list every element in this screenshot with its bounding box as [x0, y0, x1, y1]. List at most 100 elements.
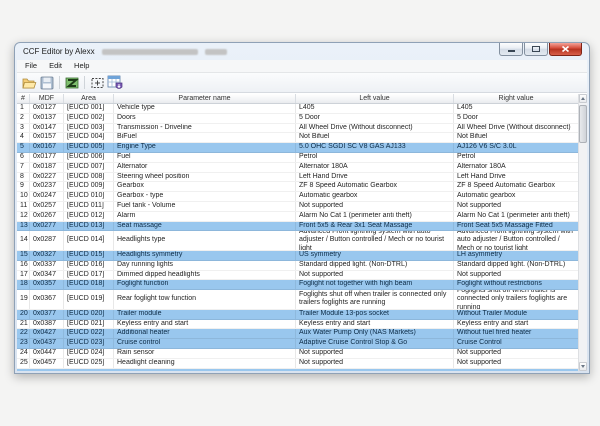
table-row[interactable]: 9 0x0237 [EUCD 009] Gearbox ZF 8 Speed Autom…	[17, 182, 578, 193]
column-header-mdf[interactable]: MDF	[30, 94, 64, 103]
table-row[interactable]: 13 0x0277 [EUCD 013] Seat massage Front 5x5 …	[17, 221, 578, 232]
table-row[interactable]: 21 0x0387 [EUCD 021] Keyless entry and star…	[17, 319, 578, 330]
cell-mdf: 0x0367	[30, 290, 64, 309]
open-file-button[interactable]	[20, 74, 38, 91]
parameter-table: # MDF Area Parameter name Left value Rig…	[17, 94, 587, 371]
table-row[interactable]: 5 0x0167 [EUCD 005] Engine Type 5.0 OHC SGDI…	[17, 143, 578, 153]
cell-right: Left Hand Drive	[457, 172, 506, 180]
ccf-table-button[interactable]	[106, 74, 124, 91]
cell-param: Trailer module	[114, 309, 296, 319]
column-header-area[interactable]: Area	[64, 94, 114, 103]
cell-param: Rain sensor	[114, 348, 296, 358]
window-title: CCF Editor by Alexx	[23, 47, 95, 56]
cell-num: 13	[17, 221, 30, 231]
menu-help[interactable]: Help	[74, 61, 90, 70]
cell-area: [EUCD 005]	[64, 143, 114, 152]
cell-param: Day running lights	[114, 260, 296, 270]
table-row[interactable]: 22 0x0427 [EUCD 022] Additional heater Aux W…	[17, 329, 578, 340]
cell-right: Keyless entry and start	[457, 319, 529, 327]
cell-num: 19	[17, 290, 30, 309]
table-row[interactable]: 1 0x0127 [EUCD 001] Vehicle type L405 L405	[17, 104, 578, 114]
cell-left: 5.0 OHC SGDI SC V8 GAS AJ133	[296, 143, 454, 152]
cell-mdf: 0x0277	[30, 221, 64, 231]
cell-mdf: 0x0347	[30, 270, 64, 280]
column-header-right-value[interactable]: Right value	[498, 95, 534, 102]
redacted-file-path	[101, 48, 198, 55]
select-region-button[interactable]	[88, 74, 106, 91]
cell-area: [EUCD 019]	[64, 290, 114, 309]
table-row[interactable]: 25 0x0457 [EUCD 025] Headlight cleaning Not …	[17, 358, 578, 369]
cell-area: [EUCD 016]	[64, 260, 114, 270]
cell-mdf: 0x0357	[30, 280, 64, 290]
cell-num: 25	[17, 358, 30, 368]
column-header-left-value[interactable]: Left value	[296, 94, 454, 103]
cell-right: Without Trailer Module	[457, 309, 528, 317]
menu-edit[interactable]: Edit	[49, 61, 63, 70]
cell-mdf: 0x0137	[30, 113, 64, 123]
cell-param: Fuel tank - Volume	[114, 201, 296, 211]
table-row-partial[interactable]	[17, 368, 578, 371]
minimize-button[interactable]	[499, 43, 523, 56]
menu-file[interactable]: File	[25, 61, 38, 70]
compare-button[interactable]	[63, 74, 81, 91]
cell-right: Petrol	[457, 153, 476, 161]
table-row[interactable]: 17 0x0347 [EUCD 017] Dimmed dipped headligh…	[17, 270, 578, 281]
save-file-button[interactable]	[38, 74, 56, 91]
cell-area: [EUCD 012]	[64, 211, 114, 221]
column-header-parameter-name[interactable]: Parameter name	[114, 94, 296, 103]
cell-num: 22	[17, 329, 30, 339]
table-row[interactable]: 23 0x0437 [EUCD 023] Cruise control Adaptive…	[17, 339, 578, 349]
vertical-scrollbar[interactable]	[578, 94, 587, 371]
cell-num: 9	[17, 182, 30, 192]
cell-right: AJ126 V6 S/C 3.0L	[457, 143, 517, 151]
cell-param: Rear foglight tow function	[114, 290, 296, 309]
cell-left: Advanced Front lightning system with aut…	[296, 231, 454, 250]
maximize-button[interactable]	[524, 43, 548, 56]
table-row[interactable]: 4 0x0157 [EUCD 004] BiFuel Not Bifuel Not Bif…	[17, 133, 578, 144]
cell-param: Gearbox	[114, 182, 296, 192]
cell-mdf: 0x0157	[30, 133, 64, 143]
table-row[interactable]: 19 0x0367 [EUCD 019] Rear foglight tow func…	[17, 290, 578, 310]
table-row[interactable]: 2 0x0137 [EUCD 002] Doors 5 Door 5 Door	[17, 113, 578, 124]
cell-mdf: 0x0237	[30, 182, 64, 192]
cell-param: Headlights symmetry	[114, 250, 296, 260]
open-icon	[21, 78, 36, 88]
close-button[interactable]	[549, 43, 582, 56]
table-row[interactable]: 20 0x0377 [EUCD 020] Trailer module Trailer …	[17, 309, 578, 320]
cell-area: [EUCD 011]	[64, 201, 114, 211]
cell-area: [EUCD 007]	[64, 162, 114, 172]
scroll-down-button[interactable]	[579, 362, 587, 371]
table-row[interactable]: 16 0x0337 [EUCD 016] Day running lights Stan…	[17, 260, 578, 271]
cell-num: 14	[17, 231, 30, 250]
cell-left: Not Bifuel	[296, 133, 454, 143]
cell-mdf: 0x0457	[30, 358, 64, 368]
table-row[interactable]: 12 0x0267 [EUCD 012] Alarm Alarm No Cat 1 (p…	[17, 211, 578, 222]
scrollbar-thumb[interactable]	[579, 105, 587, 143]
table-row[interactable]: 7 0x0187 [EUCD 007] Alternator Alternator 18…	[17, 162, 578, 173]
table-row[interactable]: 15 0x0327 [EUCD 015] Headlights symmetry US …	[17, 250, 578, 261]
table-row[interactable]: 8 0x0227 [EUCD 008] Steering wheel position…	[17, 172, 578, 183]
table-row[interactable]: 18 0x0357 [EUCD 018] Foglight function Fogli…	[17, 280, 578, 291]
cell-left: Aux Water Pump Only (NAS Markets)	[296, 329, 454, 339]
cell-left: Trailer Module 13-pos socket	[296, 309, 454, 319]
table-row[interactable]: 10 0x0247 [EUCD 010] Gearbox - type Automati…	[17, 192, 578, 202]
cell-num: 20	[17, 309, 30, 319]
table-row[interactable]: 11 0x0257 [EUCD 011] Fuel tank - Volume Not …	[17, 201, 578, 212]
scroll-up-button[interactable]	[579, 94, 587, 103]
table-row[interactable]: 24 0x0447 [EUCD 024] Rain sensor Not support…	[17, 348, 578, 359]
cell-left: Keyless entry and start	[296, 319, 454, 329]
cell-num: 1	[17, 104, 30, 113]
column-header-num[interactable]: #	[17, 94, 30, 103]
table-row[interactable]: 3 0x0147 [EUCD 003] Transmission - Drivelin…	[17, 123, 578, 134]
cell-mdf: 0x0177	[30, 152, 64, 162]
cell-area: [EUCD 017]	[64, 270, 114, 280]
cell-area: [EUCD 008]	[64, 172, 114, 182]
cell-left: Front 5x5 & Rear 3x1 Seat Massage	[296, 221, 454, 231]
maximize-icon	[532, 46, 540, 52]
cell-left: Alarm No Cat 1 (perimeter anti theft)	[296, 211, 454, 221]
table-row[interactable]: 6 0x0177 [EUCD 006] Fuel Petrol Petrol	[17, 152, 578, 163]
titlebar[interactable]: CCF Editor by Alexx	[15, 43, 589, 60]
cell-left: Not supported	[296, 348, 454, 358]
cell-num: 18	[17, 280, 30, 290]
